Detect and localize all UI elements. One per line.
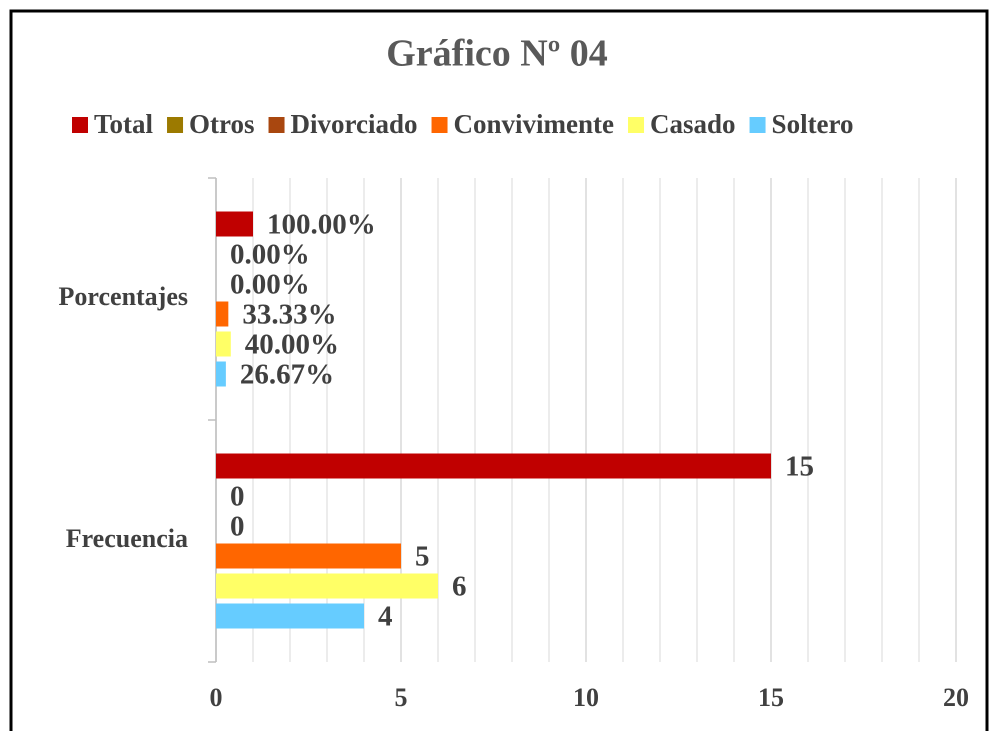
data-label: 15 bbox=[785, 451, 814, 483]
legend-swatch bbox=[628, 117, 645, 133]
chart-title: Gráfico Nº 04 bbox=[386, 33, 608, 75]
legend-label: Soltero bbox=[772, 109, 854, 139]
x-tick-label: 20 bbox=[943, 683, 969, 712]
legend-label: Divorciado bbox=[291, 109, 418, 139]
y-tick-label: Frecuencia bbox=[66, 524, 188, 553]
x-tick-label: 0 bbox=[210, 683, 223, 712]
data-label: 0 bbox=[230, 511, 245, 543]
x-tick-label: 15 bbox=[758, 683, 784, 712]
bar bbox=[216, 361, 226, 387]
legend-label: Total bbox=[94, 109, 154, 139]
data-label: 5 bbox=[415, 541, 430, 573]
data-label: 26.67% bbox=[240, 359, 334, 391]
data-label: 6 bbox=[452, 571, 467, 603]
data-label: 0 bbox=[230, 481, 245, 513]
data-label: 40.00% bbox=[245, 329, 339, 361]
data-label: 0.00% bbox=[230, 269, 310, 301]
data-label: 4 bbox=[378, 601, 393, 633]
bar bbox=[216, 301, 229, 327]
legend-swatch bbox=[72, 117, 88, 133]
data-label: 33.33% bbox=[242, 299, 336, 331]
bar bbox=[216, 543, 401, 569]
y-tick-label: Porcentajes bbox=[59, 282, 188, 311]
legend-swatch bbox=[167, 117, 184, 133]
legend-swatch bbox=[431, 117, 448, 133]
legend-label: Casado bbox=[650, 109, 736, 139]
x-tick-label: 10 bbox=[573, 683, 599, 712]
legend-swatch bbox=[749, 117, 766, 133]
bar bbox=[216, 211, 253, 237]
bar bbox=[216, 573, 438, 599]
x-tick-label: 5 bbox=[395, 683, 408, 712]
legend-label: Convivimente bbox=[454, 109, 615, 139]
bar bbox=[216, 331, 231, 357]
bar bbox=[216, 603, 364, 629]
bar bbox=[216, 453, 771, 479]
legend-label: Otros bbox=[189, 109, 255, 139]
data-label: 100.00% bbox=[267, 209, 376, 241]
data-label: 0.00% bbox=[230, 239, 310, 271]
legend-swatch bbox=[268, 117, 285, 133]
